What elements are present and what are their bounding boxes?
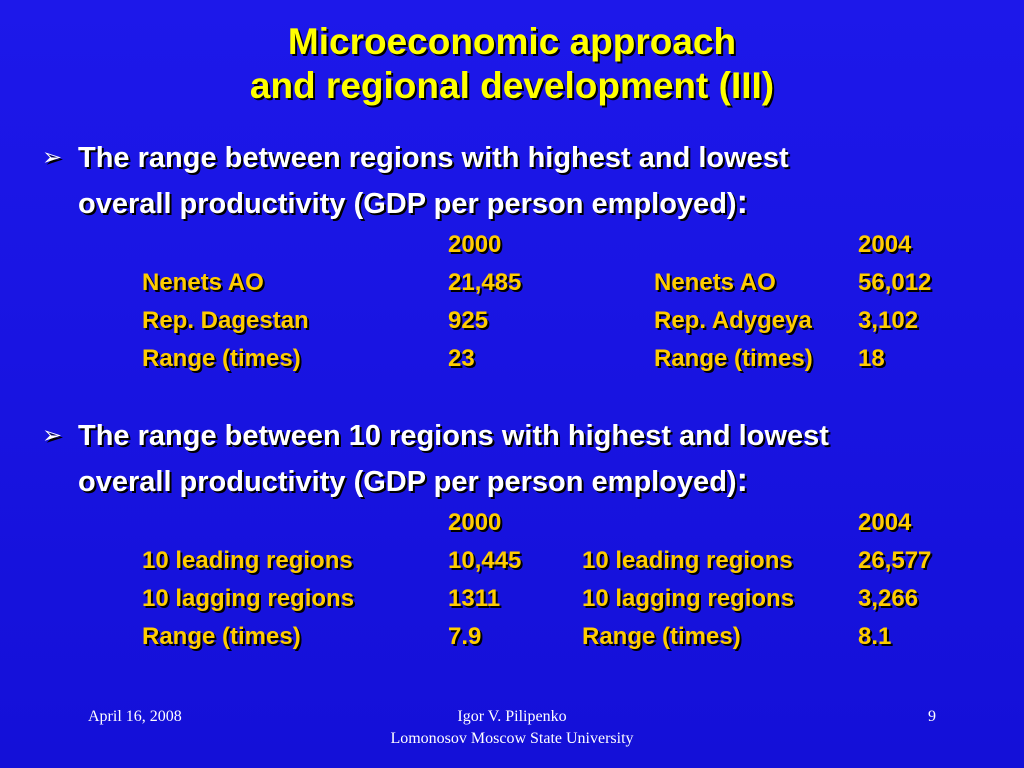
bullet-2-line-2: overall productivity (GDP per person emp… bbox=[78, 466, 737, 498]
column-header-2000: 2000 bbox=[448, 231, 502, 258]
group-label-2004: 10 leading regions bbox=[582, 547, 793, 574]
slide-title-line-1: Microeconomic approach bbox=[287, 21, 737, 62]
value-2000: 10,445 bbox=[448, 547, 522, 574]
productivity-table-top10: 2000 2004 10 leading regions 10,445 10 l… bbox=[0, 504, 1024, 656]
slide-title-line-2: and regional development (III) bbox=[249, 65, 775, 106]
group-label-2004: 10 lagging regions bbox=[582, 585, 795, 612]
value-2000: 23 bbox=[448, 345, 475, 372]
region-label-2004: Nenets AO bbox=[654, 269, 776, 296]
footer-author: Igor V. Pilipenko bbox=[457, 708, 567, 725]
arrow-bullet-icon: ➢ bbox=[42, 422, 63, 449]
value-2004: 3,102 bbox=[858, 307, 919, 334]
bullet-1-line-2: overall productivity (GDP per person emp… bbox=[78, 188, 737, 220]
group-label-2000: 10 lagging regions bbox=[142, 585, 355, 612]
table-header-row: 2000 2004 bbox=[0, 504, 1024, 542]
region-label-2004: Range (times) bbox=[654, 345, 813, 372]
region-label-2000: Rep. Dagestan bbox=[142, 307, 309, 334]
slide-number: 9 bbox=[928, 708, 936, 725]
table-row: Rep. Dagestan 925 Rep. Adygeya 3,102 bbox=[0, 302, 1024, 340]
bullet-2-colon: : bbox=[736, 461, 748, 499]
bullet-2-line-1: The range between 10 regions with highes… bbox=[78, 420, 829, 452]
table-row: 10 lagging regions 1311 10 lagging regio… bbox=[0, 580, 1024, 618]
footer-credit: Igor V. Pilipenko Lomonosov Moscow State… bbox=[312, 706, 712, 750]
value-2000: 1311 bbox=[448, 585, 501, 612]
footer-date: April 16, 2008 bbox=[88, 708, 182, 725]
table-row: 10 leading regions 10,445 10 leading reg… bbox=[0, 542, 1024, 580]
value-2000: 21,485 bbox=[448, 269, 522, 296]
productivity-table-regions: 2000 2004 Nenets AO 21,485 Nenets AO 56,… bbox=[0, 226, 1024, 378]
value-2004: 56,012 bbox=[858, 269, 932, 296]
value-2004: 3,266 bbox=[858, 585, 919, 612]
bullet-1-colon: : bbox=[736, 183, 748, 221]
table-row: Range (times) 7.9 Range (times) 8.1 bbox=[0, 618, 1024, 656]
table-row: Nenets AO 21,485 Nenets AO 56,012 bbox=[0, 264, 1024, 302]
region-label-2000: Nenets AO bbox=[142, 269, 264, 296]
value-2004: 18 bbox=[858, 345, 885, 372]
group-label-2000: 10 leading regions bbox=[142, 547, 353, 574]
value-2000: 925 bbox=[448, 307, 489, 334]
table-row: Range (times) 23 Range (times) 18 bbox=[0, 340, 1024, 378]
arrow-bullet-icon: ➢ bbox=[42, 144, 63, 171]
bullet-1-line-1: The range between regions with highest a… bbox=[78, 142, 789, 174]
table-header-row: 2000 2004 bbox=[0, 226, 1024, 264]
value-2004: 8.1 bbox=[858, 623, 892, 650]
slide-title: Microeconomic approach and regional deve… bbox=[0, 20, 1024, 108]
region-label-2000: Range (times) bbox=[142, 345, 301, 372]
value-2000: 7.9 bbox=[448, 623, 482, 650]
footer-institution: Lomonosov Moscow State University bbox=[390, 730, 634, 747]
region-label-2004: Rep. Adygeya bbox=[654, 307, 812, 334]
column-header-2004: 2004 bbox=[858, 231, 912, 258]
group-label-2000: Range (times) bbox=[142, 623, 301, 650]
group-label-2004: Range (times) bbox=[582, 623, 741, 650]
value-2004: 26,577 bbox=[858, 547, 932, 574]
column-header-2004: 2004 bbox=[858, 509, 912, 536]
column-header-2000: 2000 bbox=[448, 509, 502, 536]
